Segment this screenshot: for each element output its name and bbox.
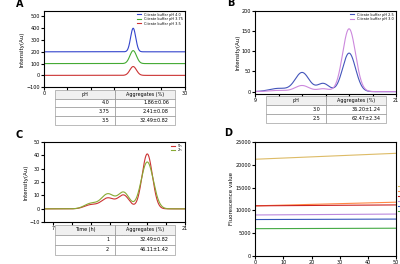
2h: [110, 194, 115, 197]
Citrate buffer pH 3.5: [178, 74, 183, 77]
Text: C: C: [16, 130, 23, 140]
Legend: pH 2.5, pH 3.0, pH 3.5, pH 3.75, pH 4.0, pH 7.0: pH 2.5, pH 3.0, pH 3.5, pH 3.75, pH 4.0,…: [398, 184, 400, 214]
Citrate buffer pH 4.0: [178, 50, 183, 53]
Citrate buffer pH 3.5: [49, 74, 54, 77]
Citrate buffer pH 4.0: [106, 50, 111, 53]
Citrate buffer pH 2.5: [347, 51, 352, 55]
5h: [106, 196, 111, 199]
X-axis label: Time (min): Time (min): [99, 233, 129, 238]
Text: A: A: [16, 0, 23, 9]
Citrate buffer pH 2.5: [318, 82, 322, 86]
5h: [178, 207, 183, 210]
Citrate buffer pH 2.5: [364, 89, 368, 92]
5h: [49, 207, 54, 210]
Legend: Citrate buffer pH 4.0, Citrate buffer pH 3.75, Citrate buffer pH 3.5: Citrate buffer pH 4.0, Citrate buffer pH…: [136, 12, 183, 26]
Text: D: D: [224, 128, 232, 138]
2h: [178, 207, 183, 210]
Y-axis label: Intensity(Au): Intensity(Au): [235, 34, 240, 70]
Citrate buffer pH 3.0: [390, 90, 394, 93]
2h: [145, 161, 150, 164]
Line: Citrate buffer pH 3.5: Citrate buffer pH 3.5: [44, 67, 185, 75]
2h: [178, 207, 183, 210]
Citrate buffer pH 3.5: [182, 74, 187, 77]
2h: [49, 207, 54, 210]
Line: 2h: 2h: [44, 162, 185, 209]
Citrate buffer pH 3.5: [42, 74, 46, 77]
Y-axis label: Fluorescence value: Fluorescence value: [229, 172, 234, 225]
5h: [152, 189, 157, 192]
Citrate buffer pH 3.75: [110, 62, 115, 65]
Line: Citrate buffer pH 3.0: Citrate buffer pH 3.0: [255, 29, 396, 92]
Citrate buffer pH 3.75: [178, 62, 183, 65]
2h: [182, 207, 187, 210]
Citrate buffer pH 4.0: [182, 50, 187, 53]
2h: [42, 207, 46, 210]
Line: Citrate buffer pH 4.0: Citrate buffer pH 4.0: [44, 28, 185, 52]
5h: [110, 197, 115, 200]
Citrate buffer pH 3.75: [106, 62, 111, 65]
Citrate buffer pH 4.0: [42, 50, 46, 53]
Citrate buffer pH 3.0: [321, 87, 326, 90]
Citrate buffer pH 3.0: [364, 88, 368, 91]
Citrate buffer pH 3.5: [178, 74, 183, 77]
Line: 5h: 5h: [44, 154, 185, 209]
X-axis label: Time (min): Time (min): [311, 104, 341, 109]
2h: [106, 192, 111, 195]
Citrate buffer pH 4.0: [110, 50, 115, 53]
Citrate buffer pH 3.0: [253, 90, 258, 93]
5h: [178, 207, 183, 210]
Text: B: B: [227, 0, 234, 8]
Citrate buffer pH 3.5: [131, 65, 136, 68]
Line: Citrate buffer pH 2.5: Citrate buffer pH 2.5: [255, 53, 396, 92]
Citrate buffer pH 3.5: [110, 74, 115, 77]
Citrate buffer pH 2.5: [394, 90, 398, 93]
Citrate buffer pH 2.5: [390, 90, 394, 93]
Citrate buffer pH 4.0: [178, 50, 183, 53]
Citrate buffer pH 3.5: [152, 74, 157, 77]
Citrate buffer pH 3.75: [42, 62, 46, 65]
Citrate buffer pH 4.0: [131, 27, 136, 30]
Y-axis label: Intensity(Au): Intensity(Au): [23, 164, 28, 200]
Citrate buffer pH 3.0: [347, 27, 352, 30]
X-axis label: Time (min): Time (min): [99, 98, 129, 103]
Citrate buffer pH 3.0: [260, 90, 265, 93]
Citrate buffer pH 2.5: [253, 90, 258, 93]
Citrate buffer pH 4.0: [49, 50, 54, 53]
Line: Citrate buffer pH 3.75: Citrate buffer pH 3.75: [44, 51, 185, 64]
Y-axis label: Intensity(Au): Intensity(Au): [20, 31, 25, 67]
Citrate buffer pH 2.5: [321, 82, 326, 85]
Citrate buffer pH 3.0: [318, 87, 322, 91]
Citrate buffer pH 3.75: [49, 62, 54, 65]
Citrate buffer pH 4.0: [152, 50, 157, 53]
5h: [182, 207, 187, 210]
Citrate buffer pH 2.5: [390, 90, 394, 93]
Citrate buffer pH 3.5: [106, 74, 111, 77]
2h: [152, 186, 157, 189]
Legend: 5h, 2h: 5h, 2h: [171, 144, 183, 153]
Citrate buffer pH 3.0: [390, 90, 394, 93]
5h: [145, 152, 150, 155]
Citrate buffer pH 3.75: [152, 62, 157, 65]
Citrate buffer pH 3.75: [182, 62, 187, 65]
Legend: Citrate buffer pH 2.5, Citrate buffer pH 3.0: Citrate buffer pH 2.5, Citrate buffer pH…: [350, 12, 394, 21]
5h: [42, 207, 46, 210]
Citrate buffer pH 2.5: [260, 89, 265, 92]
Citrate buffer pH 3.75: [178, 62, 183, 65]
Citrate buffer pH 3.75: [131, 49, 136, 52]
Citrate buffer pH 3.0: [394, 90, 398, 93]
